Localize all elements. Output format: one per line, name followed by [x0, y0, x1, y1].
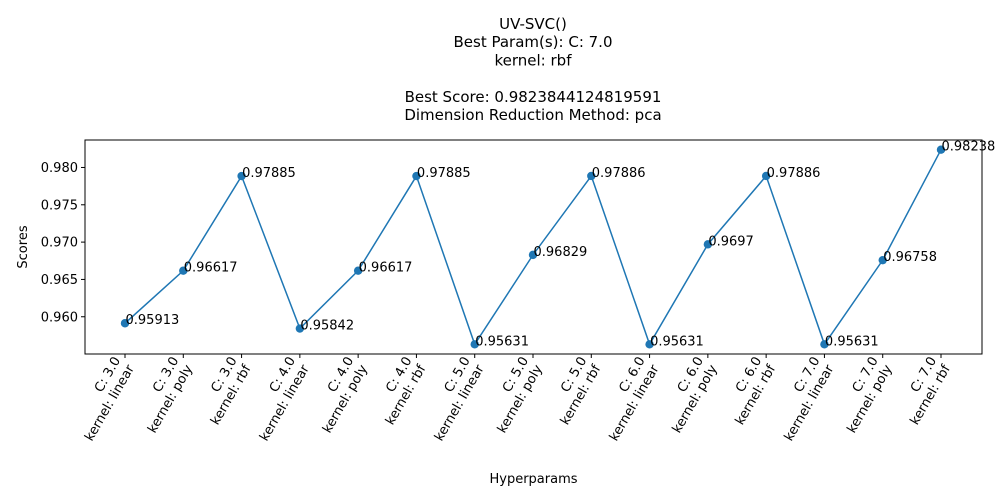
data-label: 0.95631: [825, 334, 879, 349]
data-label: 0.98238: [942, 140, 996, 155]
y-tick-label: 0.975: [41, 198, 78, 213]
data-label: 0.96758: [883, 250, 937, 265]
title-line: Best Score: 0.9823844124819591: [405, 88, 662, 106]
data-point: [761, 171, 771, 181]
data-point: [878, 255, 887, 265]
data-label: 0.96829: [534, 245, 588, 260]
data-point: [295, 324, 305, 333]
data-label: 0.97885: [417, 166, 471, 181]
data-points: [120, 145, 946, 349]
x-axis-label: Hyperparams: [489, 472, 577, 487]
data-label: 0.95842: [300, 319, 354, 334]
y-tick-label: 0.965: [41, 273, 78, 288]
data-label: 0.9697: [708, 234, 754, 249]
data-label: 0.97885: [242, 166, 296, 181]
data-point: [703, 240, 713, 249]
data-label: 0.96617: [359, 261, 413, 276]
data-point: [645, 340, 654, 349]
data-label: 0.97886: [767, 166, 821, 181]
y-tick-label: 0.980: [41, 161, 78, 176]
title-line: Dimension Reduction Method: pca: [404, 106, 661, 124]
data-point: [353, 266, 363, 275]
data-point: [179, 266, 188, 275]
title-line: kernel: rbf: [495, 51, 573, 69]
data-labels: 0.95913 0.96617 0.97885 0.95842 0.96617 0.978…: [126, 140, 996, 350]
data-label: 0.95631: [650, 334, 704, 349]
data-point: [820, 340, 829, 349]
y-tick-label: 0.960: [41, 310, 78, 325]
data-point: [470, 340, 479, 349]
data-point: [528, 250, 538, 260]
y-axis: 0.960 0.965 0.970 0.975 0.980: [41, 161, 85, 325]
data-label: 0.96617: [184, 261, 238, 276]
y-tick-label: 0.970: [41, 236, 78, 251]
y-axis-label: Scores: [16, 225, 31, 268]
data-point: [120, 319, 130, 328]
data-label: 0.95631: [475, 334, 529, 349]
title-line: UV-SVC(): [499, 15, 567, 33]
data-point: [237, 171, 246, 181]
data-label: 0.95913: [126, 313, 180, 328]
data-point: [412, 171, 421, 181]
data-label: 0.97886: [592, 166, 646, 181]
data-point: [936, 145, 946, 154]
title-line: Best Param(s): C: 7.0: [453, 33, 612, 51]
data-point: [587, 171, 596, 181]
